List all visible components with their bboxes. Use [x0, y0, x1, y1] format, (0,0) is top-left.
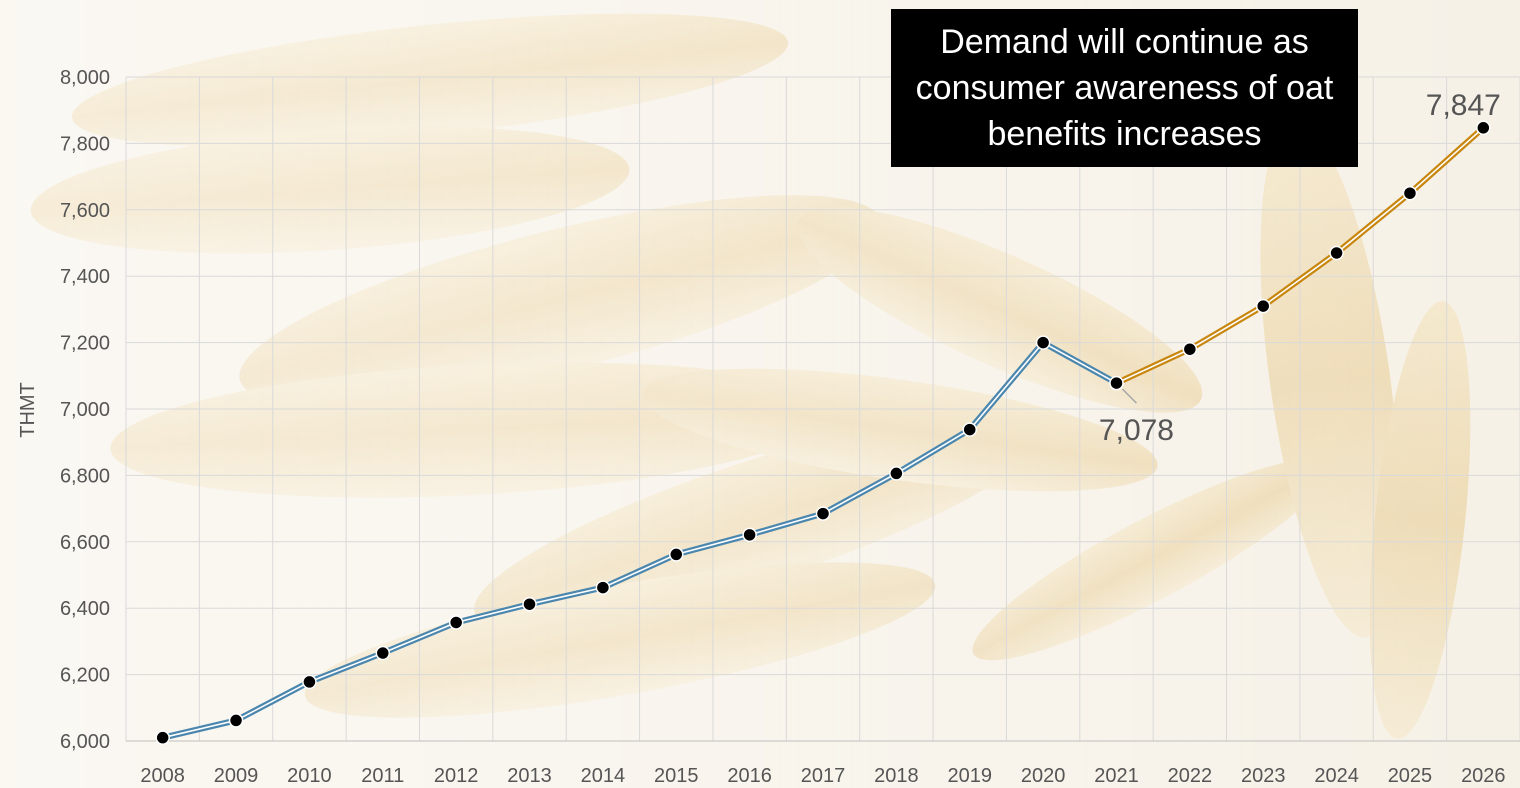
data-point: [1255, 298, 1271, 314]
y-tick-label: 7,400: [60, 266, 110, 288]
data-label: 7,078: [1099, 414, 1174, 447]
data-point: [889, 466, 904, 481]
x-tick-label: 2023: [1241, 765, 1286, 787]
y-axis-title: THMT: [17, 382, 39, 438]
data-labels: 7,078 7,847: [1099, 89, 1501, 447]
data-points: [155, 120, 1491, 745]
data-point: [962, 422, 977, 437]
x-tick-label: 2012: [434, 765, 479, 787]
x-tick-label: 2026: [1461, 765, 1506, 787]
y-tick-label: 6,600: [60, 532, 110, 554]
data-point: [375, 645, 391, 661]
data-label: 7,847: [1426, 89, 1501, 122]
data-point: [448, 615, 464, 630]
y-tick-label: 6,200: [60, 665, 110, 687]
data-point: [1182, 341, 1198, 357]
x-tick-label: 2011: [361, 765, 404, 787]
data-point: [302, 674, 317, 690]
data-point: [228, 713, 244, 728]
y-axis: 6,000 6,200 6,400 6,600 6,800 7,000 7,200 7,400…: [60, 67, 110, 753]
data-point: [669, 547, 684, 562]
x-axis: 2008 2009 2010 2011 2012 2013 2014 2015 2016 2017…: [140, 765, 1505, 787]
x-tick-label: 2024: [1314, 765, 1359, 787]
x-tick-label: 2010: [287, 765, 332, 787]
x-tick-label: 2016: [727, 765, 772, 787]
y-tick-label: 6,400: [60, 598, 110, 620]
y-tick-label: 7,200: [60, 333, 110, 355]
data-point: [815, 506, 831, 521]
x-tick-label: 2008: [140, 765, 185, 787]
data-point: [1476, 120, 1491, 136]
data-point: [1109, 375, 1124, 391]
y-tick-label: 7,600: [60, 200, 110, 222]
x-tick-label: 2017: [801, 765, 846, 787]
y-tick-label: 6,800: [60, 465, 110, 487]
data-point: [595, 580, 611, 595]
y-tick-label: 7,000: [60, 399, 110, 421]
x-tick-label: 2014: [581, 765, 626, 787]
series-group: [162, 125, 1486, 741]
y-tick-label: 6,000: [60, 731, 110, 753]
series-line-inner: [1116, 127, 1484, 384]
data-point: [1035, 335, 1051, 350]
data-point: [1329, 245, 1344, 261]
x-tick-label: 2009: [214, 765, 259, 787]
series-line-inner: [162, 341, 1117, 739]
leader-line: [1121, 388, 1138, 404]
x-tick-label: 2018: [874, 765, 919, 787]
annotation-callout: Demand will continue as consumer awarene…: [891, 9, 1358, 167]
x-tick-label: 2022: [1168, 765, 1213, 787]
y-tick-label: 7,800: [60, 133, 110, 155]
x-tick-label: 2019: [947, 765, 992, 787]
x-tick-label: 2013: [507, 765, 552, 787]
data-point: [522, 596, 537, 612]
y-tick-label: 8,000: [60, 67, 110, 89]
x-tick-label: 2020: [1021, 765, 1066, 787]
x-tick-label: 2015: [654, 765, 699, 787]
data-point: [1402, 185, 1418, 201]
data-point: [742, 527, 757, 543]
x-tick-label: 2021: [1094, 765, 1139, 787]
annotation-text: Demand will continue as consumer awarene…: [915, 23, 1334, 153]
data-point: [155, 730, 170, 745]
x-tick-label: 2025: [1388, 765, 1433, 787]
gridlines: [125, 76, 1520, 741]
